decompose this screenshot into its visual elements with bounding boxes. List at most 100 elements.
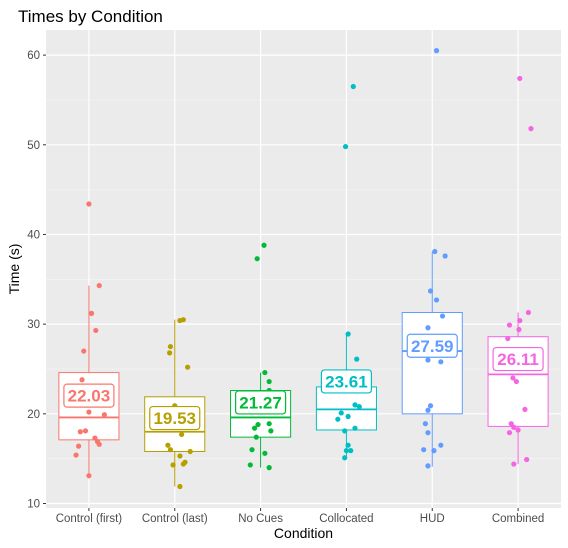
data-point xyxy=(514,379,519,384)
data-point xyxy=(428,403,433,408)
data-point xyxy=(249,447,254,452)
data-point xyxy=(517,318,522,323)
data-point xyxy=(357,404,362,409)
data-point xyxy=(167,350,172,355)
data-point xyxy=(346,331,351,336)
data-point xyxy=(425,325,430,330)
data-point xyxy=(177,318,182,323)
data-point xyxy=(177,453,182,458)
x-axis-title: Condition xyxy=(274,525,333,541)
data-point xyxy=(517,76,522,81)
x-tick-label: Control (last) xyxy=(142,513,208,525)
data-point xyxy=(168,447,173,452)
data-point xyxy=(351,84,356,89)
data-point xyxy=(79,377,84,382)
x-tick-label: Combined xyxy=(492,513,544,525)
data-point xyxy=(346,414,351,419)
data-point xyxy=(507,430,512,435)
data-point xyxy=(86,201,91,206)
mean-label: 23.61 xyxy=(325,372,368,391)
data-point xyxy=(511,425,516,430)
data-point xyxy=(102,412,107,417)
data-point xyxy=(515,427,520,432)
data-point xyxy=(93,328,98,333)
data-point xyxy=(254,435,259,440)
data-point xyxy=(505,336,510,341)
data-point xyxy=(181,461,186,466)
y-tick-label: 30 xyxy=(27,319,40,331)
data-point xyxy=(342,455,347,460)
data-point xyxy=(78,429,83,434)
data-point xyxy=(438,443,443,448)
data-point xyxy=(528,126,533,131)
x-tick-label: HUD xyxy=(420,513,445,525)
data-point xyxy=(522,407,527,412)
data-point xyxy=(262,370,267,375)
mean-label: 27.59 xyxy=(411,337,454,356)
data-point xyxy=(428,288,433,293)
x-tick-label: No Cues xyxy=(238,513,283,525)
data-point xyxy=(339,410,344,415)
data-point xyxy=(342,428,347,433)
data-point xyxy=(267,379,272,384)
data-point xyxy=(434,48,439,53)
data-point xyxy=(434,297,439,302)
data-point xyxy=(354,357,359,362)
data-point xyxy=(443,253,448,258)
data-point xyxy=(516,327,521,332)
data-point xyxy=(97,442,102,447)
y-tick-label: 10 xyxy=(27,499,40,511)
data-point xyxy=(255,256,260,261)
y-tick-label: 20 xyxy=(27,409,40,421)
box-iqr xyxy=(402,312,462,413)
data-point xyxy=(268,428,273,433)
mean-label: 26.11 xyxy=(497,350,539,369)
data-point xyxy=(83,428,88,433)
data-point xyxy=(425,463,430,468)
mean-label: 21.27 xyxy=(239,393,282,412)
y-tick-label: 50 xyxy=(27,140,40,152)
data-point xyxy=(179,432,184,437)
data-point xyxy=(168,344,173,349)
data-point xyxy=(86,473,91,478)
data-point xyxy=(76,444,81,449)
data-point xyxy=(185,365,190,370)
data-point xyxy=(343,144,348,149)
y-tick-label: 40 xyxy=(27,229,40,241)
data-point xyxy=(267,421,272,426)
data-point xyxy=(425,357,430,362)
data-point xyxy=(524,457,529,462)
data-point xyxy=(255,422,260,427)
data-point xyxy=(346,443,351,448)
x-tick-label: Control (first) xyxy=(56,513,123,525)
data-point xyxy=(423,421,428,426)
data-point xyxy=(335,417,340,422)
data-point xyxy=(170,462,175,467)
data-point xyxy=(86,409,91,414)
data-point xyxy=(440,313,445,318)
mean-label: 22.03 xyxy=(68,387,111,406)
data-point xyxy=(348,448,353,453)
y-tick-label: 60 xyxy=(27,50,40,62)
data-point xyxy=(73,452,78,457)
data-point xyxy=(267,465,272,470)
data-point xyxy=(261,243,266,248)
mean-label: 19.53 xyxy=(153,409,196,428)
data-point xyxy=(511,461,516,466)
data-point xyxy=(425,430,430,435)
data-point xyxy=(438,359,443,364)
data-point xyxy=(165,443,170,448)
data-point xyxy=(526,310,531,315)
data-point xyxy=(177,484,182,489)
data-point xyxy=(421,447,426,452)
data-point xyxy=(188,449,193,454)
data-point xyxy=(507,322,512,327)
data-point xyxy=(89,311,94,316)
data-point xyxy=(248,462,253,467)
x-tick-label: Collocated xyxy=(319,513,373,525)
chart-title: Times by Condition xyxy=(18,7,163,26)
data-point xyxy=(431,448,436,453)
data-point xyxy=(97,283,102,288)
data-point xyxy=(425,408,430,413)
